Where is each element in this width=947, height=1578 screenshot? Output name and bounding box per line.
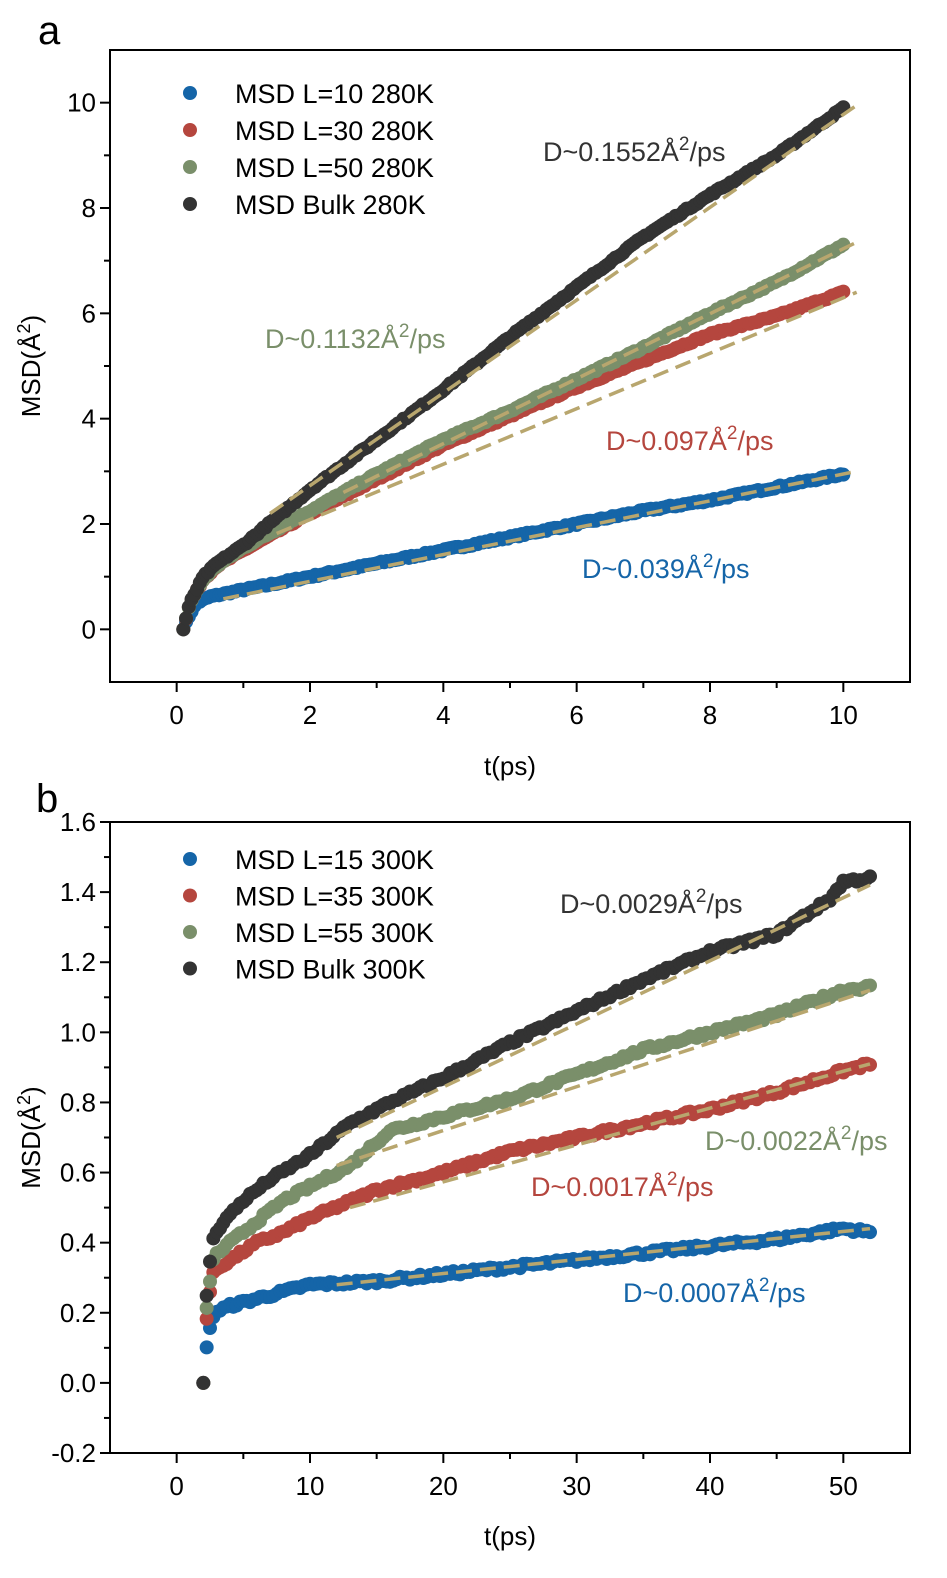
legend-label: MSD L=55 300K <box>235 918 434 948</box>
legend-marker <box>183 123 197 137</box>
fit-line <box>275 290 858 536</box>
fit-line <box>335 883 871 1140</box>
legend-marker <box>183 961 197 976</box>
legend-label: MSD L=15 300K <box>235 845 434 875</box>
legend-marker <box>183 160 197 174</box>
y-tick-label: 1.0 <box>60 1017 96 1047</box>
diffusion-annotation: D~0.0022Å2/ps <box>705 1123 887 1156</box>
data-point <box>203 1254 217 1269</box>
chart-panel-a: a 0 2 4 6 8 10 0 2 4 6 8 10 t(ps) MSD(Å2) MSD L=10 280K… <box>14 9 911 781</box>
y-tick-label: 0.8 <box>60 1087 96 1117</box>
legend-marker <box>183 852 197 866</box>
legend-marker <box>183 86 197 100</box>
x-tick-label: 40 <box>696 1471 725 1501</box>
diffusion-annotation: D~0.1132Å2/ps <box>265 321 445 354</box>
y-tick-label: 8 <box>82 193 96 223</box>
panel-letter: a <box>38 9 61 53</box>
y-tick-label: 0 <box>82 614 96 644</box>
y-tick-label: 0.0 <box>60 1368 96 1398</box>
x-tick-label: 30 <box>562 1471 591 1501</box>
series-msd-l-35-300k <box>196 1056 877 1390</box>
data-point <box>863 978 877 993</box>
x-tick-label: 0 <box>169 1471 183 1501</box>
legend-label: MSD Bulk 300K <box>235 955 426 985</box>
data-point <box>199 1311 214 1326</box>
y-tick-label: 1.2 <box>60 947 96 977</box>
y-tick-label: 4 <box>82 404 96 434</box>
fit-line <box>336 1226 871 1287</box>
diffusion-annotation: D~0.1552Å2/ps <box>543 134 725 167</box>
x-axis-title: t(ps) <box>484 751 536 781</box>
x-tick-label: 10 <box>829 700 858 730</box>
y-tick-label: 2 <box>82 509 96 539</box>
legend-label: MSD L=35 300K <box>235 882 434 912</box>
legend-label: MSD L=50 280K <box>235 153 434 183</box>
data-point <box>203 1274 217 1289</box>
legend-label: MSD Bulk 280K <box>235 190 426 220</box>
chart-panel-b: b 0 10 20 30 40 50 -0.2 0.0 0.2 0.4 0.6 0.8 1.0 1.2 1.4… <box>14 777 911 1551</box>
data-point <box>199 1300 214 1315</box>
y-axis-title: MSD(Å2) <box>14 315 46 417</box>
x-tick-label: 8 <box>703 700 717 730</box>
fit-line <box>349 1062 871 1210</box>
diffusion-annotation: D~0.097Å2/ps <box>606 423 773 456</box>
y-tick-label: -0.2 <box>51 1438 96 1468</box>
series-msd-bulk-300k <box>196 869 877 1390</box>
legend-marker <box>183 197 197 211</box>
data-point <box>176 622 191 637</box>
data-layer <box>196 869 877 1390</box>
data-point <box>836 284 851 299</box>
x-tick-label: 50 <box>829 1471 858 1501</box>
y-tick-label: 0.4 <box>60 1228 96 1258</box>
x-tick-label: 2 <box>303 700 317 730</box>
y-tick-label: 6 <box>82 298 96 328</box>
diffusion-annotation: D~0.0017Å2/ps <box>531 1169 713 1202</box>
panel-letter: b <box>36 777 58 821</box>
y-axis-title: MSD(Å2) <box>14 1086 46 1188</box>
x-axis-title: t(ps) <box>484 1521 536 1551</box>
data-layer <box>176 100 858 637</box>
data-point <box>179 611 194 626</box>
data-point <box>863 869 877 884</box>
fit-line <box>222 469 858 601</box>
series-msd-bulk-280k <box>176 100 851 637</box>
diffusion-annotation: D~0.0007Å2/ps <box>623 1275 805 1308</box>
y-tick-label: 1.6 <box>60 807 96 837</box>
data-point <box>199 1340 214 1355</box>
y-tick-label: 0.2 <box>60 1298 96 1328</box>
y-tick-label: 0.6 <box>60 1158 96 1188</box>
x-tick-label: 20 <box>429 1471 458 1501</box>
x-tick-label: 0 <box>169 700 183 730</box>
legend-label: MSD L=10 280K <box>235 79 434 109</box>
diffusion-annotation: D~0.0029Å2/ps <box>560 886 742 919</box>
legend-label: MSD L=30 280K <box>235 116 434 146</box>
legend-marker <box>183 888 197 903</box>
x-tick-label: 4 <box>436 700 450 730</box>
diffusion-annotation: D~0.039Å2/ps <box>582 551 749 584</box>
legend-marker <box>183 925 197 939</box>
y-tick-label: 10 <box>67 88 96 118</box>
data-point <box>863 1225 877 1240</box>
x-tick-label: 6 <box>569 700 583 730</box>
x-tick-label: 10 <box>296 1471 325 1501</box>
data-point <box>196 1375 211 1390</box>
y-tick-label: 1.4 <box>60 877 96 907</box>
data-point <box>199 1288 214 1303</box>
fit-line <box>336 988 871 1168</box>
